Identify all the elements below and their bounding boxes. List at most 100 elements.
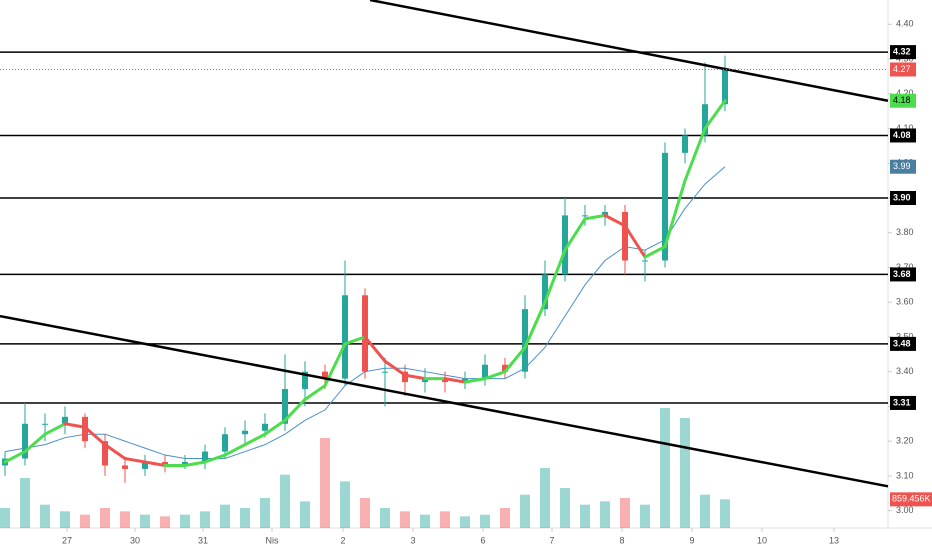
volume-bar [280, 474, 290, 528]
volume-bar [160, 516, 170, 528]
level-tag-label: 4.08 [893, 130, 911, 140]
candle-body [482, 364, 488, 379]
x-tick-label: 31 [198, 535, 208, 545]
volume-bar [680, 418, 690, 528]
candle-body [302, 371, 308, 390]
candle-body [182, 462, 188, 466]
x-tick-label: 9 [689, 535, 694, 545]
fast-ma-segment [543, 248, 567, 304]
candle-body [122, 465, 128, 469]
y-tick-label: 4.40 [896, 19, 914, 29]
level-tag [890, 395, 916, 410]
candle-body [142, 462, 148, 469]
level-tag-label: 3.48 [893, 338, 911, 348]
price-tag-label: 3.99 [893, 161, 911, 171]
level-tag [890, 336, 916, 351]
volume-bar [580, 504, 590, 528]
candle-body [162, 462, 168, 466]
volume-bar [320, 438, 330, 528]
fast-ma-segment [463, 377, 487, 384]
y-tick-label: 3.10 [896, 470, 914, 480]
candle-body [362, 295, 368, 372]
volume-bar [260, 498, 270, 528]
candle-body [442, 378, 448, 383]
fast-ma-segment [403, 373, 427, 381]
fast-ma-segment [283, 397, 307, 422]
volume-bar [360, 498, 370, 528]
volume-bar [660, 408, 670, 528]
fast-ma-segment [103, 443, 127, 461]
x-tick-label: 2 [340, 535, 345, 545]
fast-ma-segment [383, 359, 407, 377]
volume-bar [200, 511, 210, 528]
volume-bar [0, 508, 10, 528]
fast-ma-segment [83, 425, 107, 447]
volume-bar [600, 501, 610, 528]
x-tick-label: 3 [410, 535, 415, 545]
fast-ma-segment [303, 384, 327, 401]
y-tick-label: 3.80 [896, 227, 914, 237]
volume-bar [240, 508, 250, 528]
candle-body [502, 364, 508, 372]
volume-bar [560, 488, 570, 528]
candle-body [262, 423, 268, 431]
level-tag-label: 4.32 [893, 46, 911, 56]
fast-ma-segment [703, 99, 727, 131]
fast-ma-segment [243, 432, 267, 447]
candle-body [222, 434, 228, 452]
candle-body [622, 211, 628, 261]
x-tick-label: 13 [829, 535, 839, 545]
volume-bar [500, 508, 510, 528]
y-tick-label: 3.00 [896, 505, 914, 515]
candle-body [562, 215, 568, 275]
y-tick-label: 3.20 [896, 436, 914, 446]
volume-bar [20, 478, 30, 528]
candle-body [582, 215, 588, 217]
y-tick-label: 3.50 [896, 331, 914, 341]
volume-bar [460, 516, 470, 528]
fast-ma-segment [3, 450, 27, 464]
fast-ma-segment [123, 457, 147, 464]
volume-bar [620, 498, 630, 528]
fast-ma-segment [583, 213, 607, 221]
candle-body [462, 378, 468, 383]
x-tick-label: Nis [266, 535, 279, 545]
price-tag [890, 93, 916, 108]
volume-bar [300, 501, 310, 528]
fast-ma-segment [563, 217, 587, 252]
fast-ma-segment [683, 127, 707, 183]
level-tag [890, 267, 916, 282]
level-tag [890, 191, 916, 205]
volume-tag [890, 492, 932, 507]
y-tick-label: 4.10 [896, 123, 914, 133]
level-tag-label: 3.68 [893, 269, 911, 279]
candle-body [22, 423, 28, 459]
volume-bar [180, 514, 190, 528]
volume-tag-label: 859.456K [892, 494, 931, 504]
x-tick-label: 6 [480, 535, 485, 545]
fast-ma-segment [663, 179, 687, 249]
fast-ma-segment [43, 422, 67, 436]
price-tag-label: 4.18 [893, 95, 911, 105]
price-tag [890, 159, 916, 174]
volume-bar [480, 514, 490, 528]
price-tag-label: 4.27 [893, 64, 911, 74]
volume-bar [540, 468, 550, 528]
volume-bar [80, 514, 90, 528]
volume-bar [440, 511, 450, 528]
volume-bar [140, 514, 150, 528]
fast-ma-segment [443, 377, 467, 384]
x-tick-label: 27 [62, 535, 72, 545]
volume-bar [120, 511, 130, 528]
volume-bar [100, 508, 110, 528]
candle-body [342, 295, 348, 379]
candle-body [202, 451, 208, 462]
trendline [0, 314, 889, 488]
candle-body [522, 309, 528, 372]
volume-bar [720, 499, 730, 528]
volume-bar [340, 481, 350, 528]
volume-bar [220, 504, 230, 528]
candle-body [282, 389, 288, 424]
fast-ma-segment [223, 443, 247, 457]
